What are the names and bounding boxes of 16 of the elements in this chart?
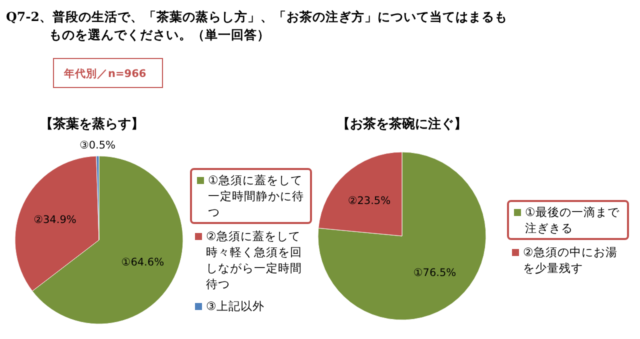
data-label: ①76.5% [413, 267, 456, 280]
data-label: ①64.6% [121, 256, 164, 269]
chart-title: 【茶葉を蒸らす】 [40, 116, 144, 132]
chart-title: 【お茶を茶碗に注ぐ】 [337, 116, 467, 132]
legend-label: ②急須の中にお湯を少量残す [523, 245, 618, 275]
highlight-outline: ①急須に蓋をして一定時間静かに待つ [190, 168, 312, 224]
legend-label: ③上記以外 [206, 299, 264, 313]
legend-label: ①急須に蓋をして一定時間静かに待つ [208, 173, 304, 219]
highlight-outline: ①最後の一滴まで注ぎきる [507, 200, 629, 240]
text: Q7-2、普段の生活で、「茶葉の蒸らし方」、「お茶の注ぎ方」について当てはまるもものを選んでください。（単一回答） [6, 8, 508, 44]
data-label: ②34.9% [34, 214, 76, 226]
legend-label: ②急須に蓋をして時々軽く急須を回しながら一定時間待つ [206, 229, 302, 291]
text: 年代別／n=966 [53, 58, 163, 88]
data-label: ②23.5% [348, 194, 391, 207]
legend-label: ①最後の一滴まで注ぎきる [525, 205, 620, 235]
data-label: ③0.5% [79, 139, 116, 152]
